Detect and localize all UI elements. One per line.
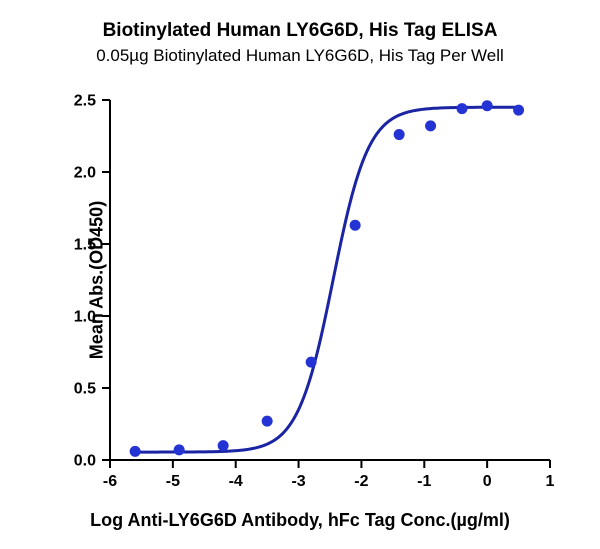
y-tick-label: 1.0	[74, 309, 96, 326]
x-tick-label: -2	[354, 473, 368, 490]
chart-subtitle: 0.05µg Biotinylated Human LY6G6D, His Ta…	[0, 46, 600, 66]
chart-title: Biotinylated Human LY6G6D, His Tag ELISA	[0, 20, 600, 42]
x-tick-label: -4	[229, 473, 243, 490]
data-point	[174, 444, 185, 455]
data-point	[306, 357, 317, 368]
x-axis-label: Log Anti-LY6G6D Antibody, hFc Tag Conc.(…	[0, 510, 600, 531]
y-tick-label: 0.5	[74, 381, 96, 398]
y-tick-label: 0.0	[74, 453, 96, 470]
data-point	[262, 416, 273, 427]
data-point	[350, 220, 361, 231]
y-tick-label: 2.0	[74, 165, 96, 182]
data-point	[513, 105, 524, 116]
y-tick-label: 1.5	[74, 237, 96, 254]
data-point	[457, 103, 468, 114]
x-tick-label: -5	[166, 473, 180, 490]
plot-area: -6 -5 -4 -3 -2 -1 0 1 0.0 0.5 1.0 1.5 2.0 2.5	[50, 90, 560, 500]
data-point	[218, 440, 229, 451]
x-tick-label: -1	[417, 473, 431, 490]
x-tick-label: -6	[103, 473, 117, 490]
data-point	[425, 120, 436, 131]
data-point	[394, 129, 405, 140]
chart-container: Biotinylated Human LY6G6D, His Tag ELISA…	[0, 0, 600, 549]
x-tick-label: -3	[291, 473, 305, 490]
fitted-curve	[135, 107, 518, 452]
x-tick-label: 0	[483, 473, 492, 490]
data-point	[482, 100, 493, 111]
x-tick-label: 1	[546, 473, 555, 490]
data-point	[130, 446, 141, 457]
y-tick-label: 2.5	[74, 93, 96, 110]
